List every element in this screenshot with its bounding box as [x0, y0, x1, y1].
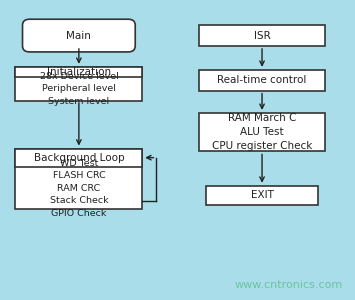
Text: EXIT: EXIT — [251, 190, 273, 200]
Text: RAM March C
ALU Test
CPU register Check: RAM March C ALU Test CPU register Check — [212, 113, 312, 151]
Bar — [199, 70, 326, 91]
Bar — [16, 148, 142, 167]
Text: Background Loop: Background Loop — [34, 153, 124, 163]
Bar — [16, 148, 142, 209]
Bar — [206, 186, 318, 205]
Text: 28x Device level
Peripheral level
System level: 28x Device level Peripheral level System… — [39, 72, 118, 106]
Bar — [16, 67, 142, 77]
Text: Real-time control: Real-time control — [217, 75, 307, 85]
Bar — [199, 25, 326, 46]
Text: WD Test
FLASH CRC
RAM CRC
Stack Check
GPIO Check: WD Test FLASH CRC RAM CRC Stack Check GP… — [50, 159, 108, 218]
Bar — [16, 67, 142, 101]
Text: ISR: ISR — [254, 31, 271, 40]
Text: Main: Main — [66, 31, 91, 40]
FancyBboxPatch shape — [22, 19, 135, 52]
Text: www.cntronics.com: www.cntronics.com — [235, 280, 343, 290]
Text: Initialization: Initialization — [47, 67, 111, 77]
Bar — [199, 113, 326, 152]
